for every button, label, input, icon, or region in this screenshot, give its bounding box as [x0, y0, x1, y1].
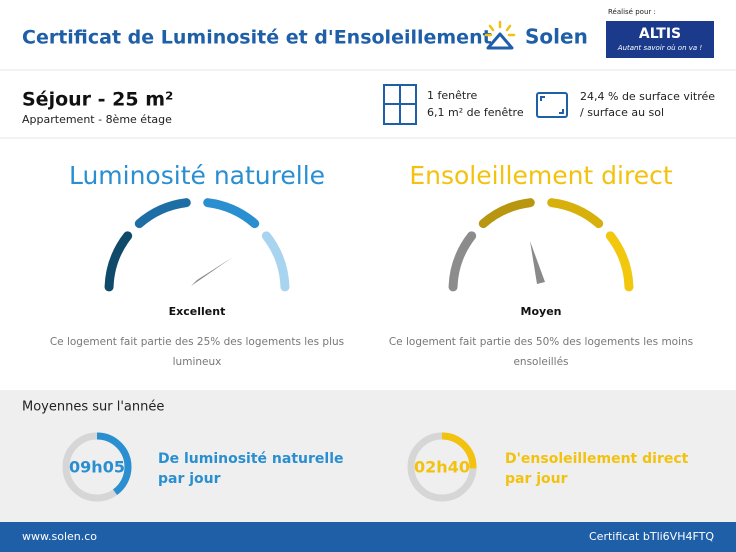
gauge-segment	[547, 198, 604, 229]
luminosity-time: 09h05	[69, 458, 125, 477]
website[interactable]: www.solen.co	[22, 530, 97, 543]
luminosity-title: Luminosité naturelle	[69, 161, 325, 190]
luminosity-needle	[191, 257, 233, 286]
windows-count: 1 fenêtre	[427, 89, 477, 102]
glazing-ratio: 24,4 % de surface vitrée	[580, 90, 715, 103]
footer	[0, 522, 736, 552]
sunlight-time: 02h40	[414, 458, 470, 477]
sunlight-label: D'ensoleillement direct	[505, 451, 689, 467]
room-name: Séjour - 25 m²	[22, 89, 173, 111]
title: Certificat de Luminosité et d'Ensoleille…	[22, 27, 492, 49]
luminosity-description: lumineux	[173, 356, 222, 368]
luminosity-label: De luminosité naturelle	[158, 451, 344, 467]
gauge-segment	[448, 231, 477, 292]
sunlight-description: Ce logement fait partie des 50% des loge…	[389, 336, 693, 348]
averages-title: Moyennes sur l'année	[22, 400, 164, 415]
window-icon	[383, 84, 417, 125]
sunlight-description: ensoleillés	[513, 356, 568, 368]
luminosity-description: Ce logement fait partie des 25% des loge…	[50, 336, 344, 348]
luminosity-gauge	[104, 198, 290, 292]
partner-logo	[606, 21, 714, 58]
sunlight-title: Ensoleillement direct	[409, 161, 673, 190]
luminosity-rating: Excellent	[169, 305, 226, 318]
sunlight-gauge	[448, 198, 634, 292]
made-for: Réalisé pour :	[608, 8, 656, 16]
gauge-segment	[203, 198, 260, 229]
partner: ALTIS	[639, 26, 681, 42]
room-subtitle: Appartement - 8ème étage	[22, 113, 172, 126]
gauge-segment	[134, 198, 191, 229]
sunlight-rating: Moyen	[521, 305, 562, 318]
partner-tagline: Autant savoir où on va !	[617, 44, 703, 52]
gauge-segment	[104, 231, 133, 292]
glazing-ratio-basis: / surface au sol	[580, 106, 664, 119]
surface-icon	[536, 92, 568, 118]
gauge-segment	[605, 231, 634, 292]
sunlight-label: par jour	[505, 471, 568, 487]
luminosity-label: par jour	[158, 471, 221, 487]
luminosity-ring	[62, 432, 132, 502]
gauge-segment	[261, 231, 290, 292]
solen-logo	[484, 20, 516, 50]
brand: Solen	[525, 25, 588, 49]
certificate-id: Certificat bTli6VH4FTQ	[589, 530, 714, 543]
sunlight-ring	[407, 432, 477, 502]
gauge-segment	[478, 198, 535, 229]
windows-area: 6,1 m² de fenêtre	[427, 106, 524, 119]
sunlight-needle	[530, 241, 545, 284]
